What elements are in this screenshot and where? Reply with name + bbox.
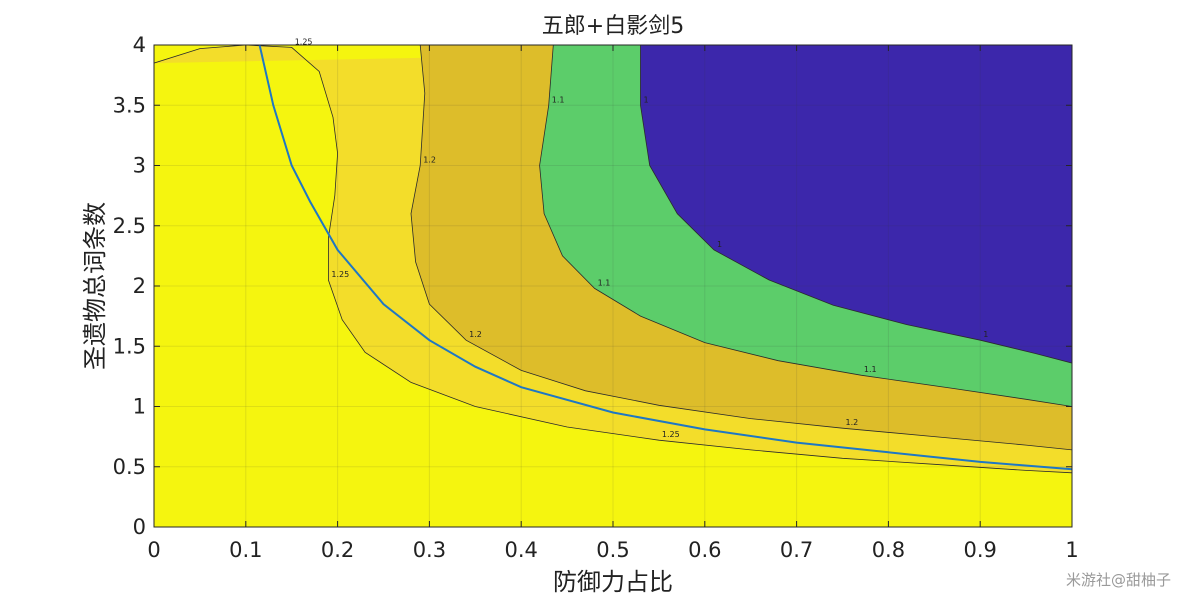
- y-tick-label: 1.5: [113, 334, 146, 358]
- reference-curve: [258, 45, 1072, 471]
- y-axis-ticks: 0 0.5 1 1.5 2 2.5 3 3.5 4: [113, 33, 1072, 539]
- contour-label: 1.1: [598, 278, 611, 287]
- contour-label: 1: [983, 330, 988, 339]
- y-axis-label: 圣遗物总词条数: [81, 202, 109, 370]
- y-tick-label: 3.5: [113, 93, 146, 117]
- contour-label: 1: [717, 240, 722, 249]
- contour-label: 1.25: [662, 430, 680, 439]
- grid-lines: [154, 45, 1072, 527]
- x-tick-label: 0.2: [321, 538, 354, 562]
- x-tick-label: 0.6: [688, 538, 721, 562]
- filled-regions: [154, 45, 1072, 527]
- x-tick-label: 0.3: [413, 538, 446, 562]
- contour-label: 1.25: [295, 37, 313, 46]
- y-tick-label: 2: [133, 274, 146, 298]
- y-tick-label: 0: [133, 515, 146, 539]
- contour-label: 1.2: [846, 418, 859, 427]
- contour-line: [154, 45, 1072, 474]
- region-level-4: [640, 45, 1072, 364]
- contour-line: [539, 45, 1072, 407]
- contour-label: 1.1: [864, 365, 877, 374]
- x-tick-label: 0.8: [872, 538, 905, 562]
- x-tick-label: 0.4: [504, 538, 537, 562]
- y-tick-label: 1: [133, 395, 146, 419]
- contour-line: [410, 45, 1072, 451]
- contour-lines: [154, 45, 1072, 474]
- x-tick-label: 0: [147, 538, 160, 562]
- y-tick-label: 3: [133, 154, 146, 178]
- x-tick-label: 0.9: [963, 538, 996, 562]
- chart-title: 五郎+白影剑5: [542, 14, 684, 39]
- x-axis-ticks: 0 0.1 0.2 0.3 0.4 0.5 0.6 0.7 0.8 0.9 1: [147, 45, 1079, 562]
- curve-line: [258, 45, 1072, 471]
- watermark: 米游社@甜柚子: [1065, 571, 1171, 589]
- y-tick-label: 2.5: [113, 214, 146, 238]
- contour-label: 1.2: [469, 330, 482, 339]
- x-tick-label: 0.1: [229, 538, 262, 562]
- y-tick-label: 4: [133, 33, 146, 57]
- x-tick-label: 1: [1065, 538, 1078, 562]
- y-tick-label: 0.5: [113, 455, 146, 479]
- x-tick-label: 0.5: [596, 538, 629, 562]
- contour-label: 1.25: [331, 270, 349, 279]
- x-tick-label: 0.7: [780, 538, 813, 562]
- contour-label: 1: [644, 95, 649, 104]
- contour-labels: 1.25 1.25 1.25 1.2 1.2 1.2 1.1 1.1 1.1 1 1 1: [295, 37, 989, 439]
- x-axis-label: 防御力占比: [553, 568, 673, 596]
- contour-label: 1.2: [423, 156, 436, 165]
- contour-label: 1.1: [552, 95, 565, 104]
- contour-line: [640, 45, 1072, 364]
